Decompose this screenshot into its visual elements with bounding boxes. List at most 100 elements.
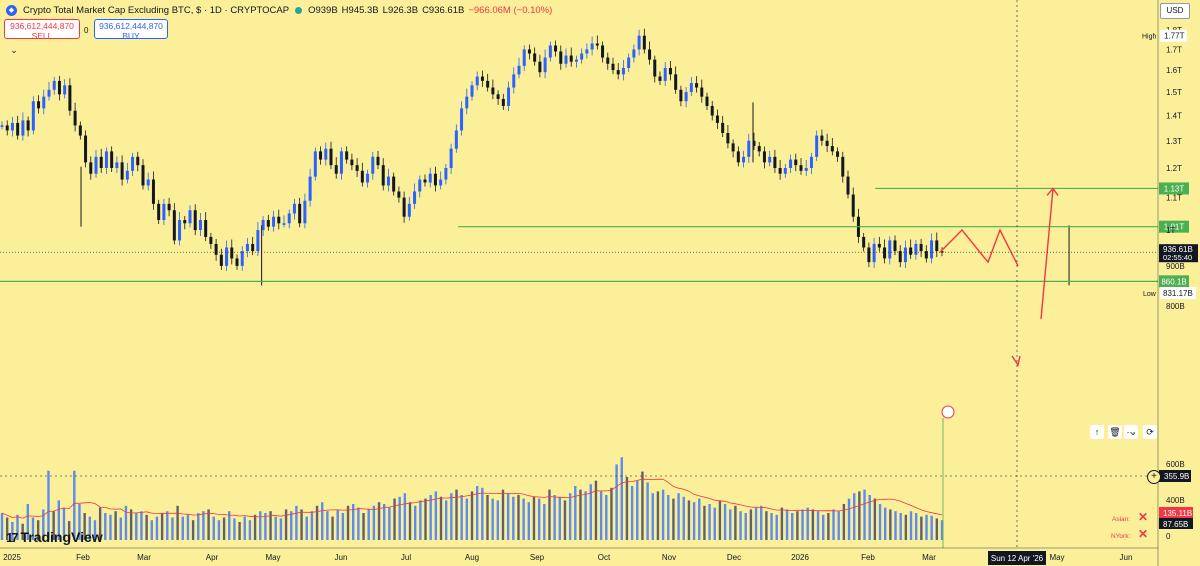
candle [251,243,255,252]
candle [104,151,108,168]
volume-bar [202,511,205,540]
candle [37,101,41,109]
y-tick-label: 1.5T [1166,88,1182,97]
candle [266,219,270,227]
volume-bar [811,509,815,540]
candle [731,143,735,152]
price-tag [1159,244,1198,263]
candle [627,57,631,68]
sell-button[interactable]: 936,612,444,870 SELL [4,19,80,41]
candle [256,230,260,252]
candle [569,55,573,62]
volume-bar [744,513,747,540]
candle [689,83,693,93]
candle [809,156,813,168]
volume-bar [279,518,283,540]
volume-bar [904,514,908,540]
close-icon[interactable]: ✕ [1138,510,1149,524]
candle [517,65,521,75]
more-icon[interactable]: ··· [1124,425,1138,439]
tradingview-logo[interactable]: 17 TradingView [6,529,103,545]
volume-bar [785,509,789,540]
volume-bar [52,511,55,540]
candle [554,45,558,52]
volume-bar [42,509,45,540]
candle [491,87,495,95]
buy-button[interactable]: 936,612,444,870 BUY [94,19,168,41]
volume-bar [460,495,463,540]
us-flag-icon [941,405,955,419]
chart-header: ◆ Crypto Total Market Cap Excluding BTC,… [6,3,552,17]
volume-bar [909,511,913,540]
candle [230,247,234,259]
volume-bar [171,517,174,540]
y-tick-label: 800B [1166,302,1185,311]
volume-bars [0,457,944,540]
chevron-down-icon[interactable]: ⌄ [10,45,18,55]
volume-bar [21,523,24,540]
volume-bar [558,496,562,540]
x-tick-label: Jun [335,553,348,562]
candle [120,162,124,180]
symbol-title[interactable]: Crypto Total Market Cap Excluding BTC, $… [23,4,290,16]
arrow-up-icon[interactable]: ↑ [1090,425,1104,439]
volume-bar [863,489,866,540]
candle [773,156,777,168]
refresh-icon[interactable]: ⟳ [1143,425,1157,439]
candle [52,80,56,90]
volume-bar [295,505,298,540]
add-icon[interactable]: + [1147,470,1161,484]
volume-bar [413,505,417,540]
volume-bar [78,504,81,540]
volume-bar [367,509,370,540]
volume-bar [940,520,944,540]
volume-bar [98,507,102,540]
buy-label: BUY [122,31,140,41]
y-tick-label: 1.3T [1166,137,1182,146]
close-icon[interactable]: ✕ [1138,527,1149,541]
volume-bar [362,513,365,540]
candle [841,156,845,177]
volume-tick-label: 400B [1166,496,1185,505]
crypto-logo-icon: ◆ [6,4,17,16]
candle [721,122,725,133]
x-tick-label: Jun [1120,553,1133,562]
candle [94,156,98,174]
chevron-down-small-icon[interactable]: ⌄ [1129,427,1137,437]
change-value: −966.06M (−0.10%) [468,4,553,16]
volume-bar [832,509,835,540]
volume-bar [852,493,856,540]
volume-bar [248,520,252,540]
volume-bar [491,498,494,540]
candle [475,76,479,86]
volume-ma-tag [1159,518,1193,529]
x-tick-label: Feb [861,553,875,562]
volume-bar [543,504,546,540]
candle [924,251,928,259]
candle [324,148,328,160]
candle [580,53,584,60]
volume-bar [822,514,825,540]
volume-last-tag [1159,507,1193,518]
candle [940,251,944,253]
candle [26,120,30,131]
projection-zigzag [939,228,1019,267]
volume-bar [11,522,14,540]
currency-button[interactable]: USD [1160,3,1190,19]
candle [89,162,93,174]
trash-icon[interactable]: 🗑 [1108,425,1122,439]
candle [789,159,793,168]
candle [606,57,610,64]
candle [752,140,756,147]
candle [345,151,349,160]
candle [131,156,135,171]
candle [815,135,819,157]
candle [533,53,537,62]
volume-bar [186,514,190,540]
volume-bar [228,511,231,540]
candle [679,89,683,102]
candle [376,156,380,166]
candle [710,105,714,116]
x-tick-label: May [265,553,280,562]
